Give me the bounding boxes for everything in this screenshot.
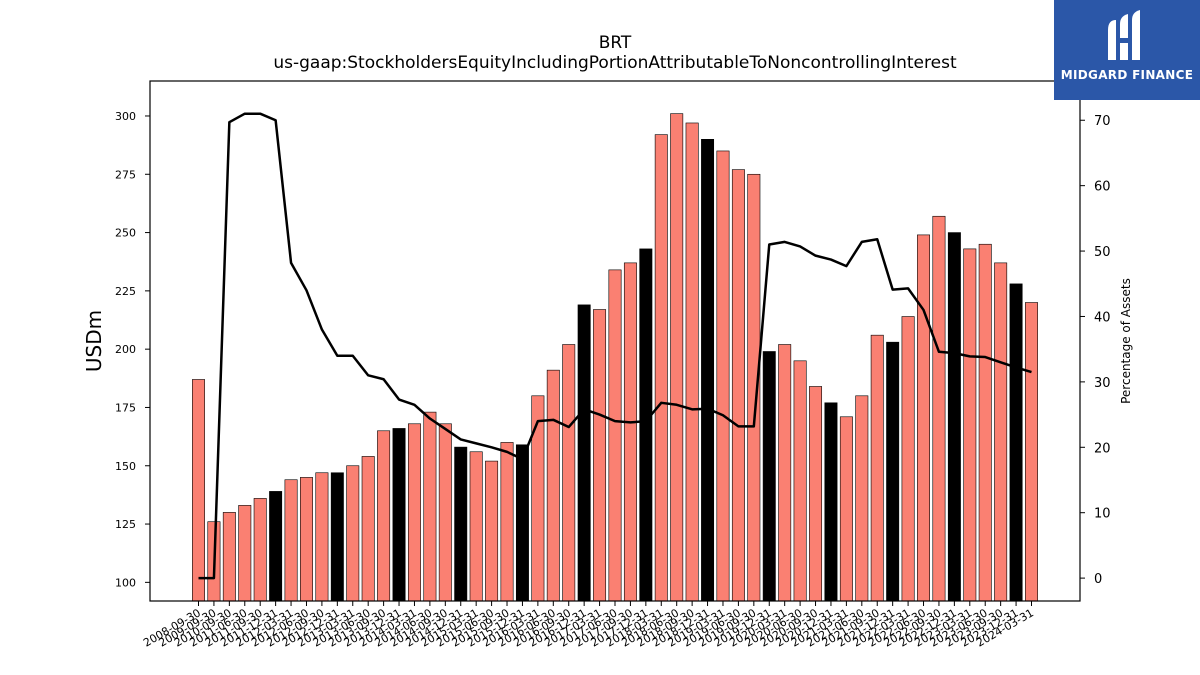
y-tick-label-right: 20 xyxy=(1094,441,1111,456)
bar xyxy=(963,248,977,602)
bar xyxy=(917,234,930,602)
bar xyxy=(577,304,591,602)
bar xyxy=(623,262,637,602)
bar xyxy=(608,269,622,602)
y-tick-label-right: 0 xyxy=(1094,572,1102,587)
bar xyxy=(300,477,313,602)
y-tick-label-left: 100 xyxy=(115,576,136,589)
bar xyxy=(454,446,468,602)
y-tick-label-right: 10 xyxy=(1094,507,1111,522)
logo-text: MIDGARD FINANCE xyxy=(1060,68,1194,82)
bar xyxy=(870,334,884,602)
bar xyxy=(762,351,776,602)
y-axis-label-left: USDm xyxy=(82,310,106,372)
bar xyxy=(392,428,406,602)
y-axis-label-right: Percentage of Assets xyxy=(1119,278,1133,404)
bar xyxy=(809,386,823,602)
y-tick-label-right: 60 xyxy=(1094,180,1111,195)
bar xyxy=(901,316,915,602)
line-layer xyxy=(198,112,1032,580)
y-tick-label-left: 275 xyxy=(115,168,136,181)
y-tick-label-left: 225 xyxy=(115,285,136,298)
y-tick-label-left: 175 xyxy=(115,401,136,414)
bar xyxy=(192,379,205,602)
y-axis-right: 0 10 20 30 40 50 60 70 xyxy=(1080,114,1111,587)
bar xyxy=(839,416,853,602)
bar xyxy=(253,498,267,602)
bar xyxy=(994,262,1008,602)
bar xyxy=(222,512,236,602)
bar xyxy=(515,444,529,602)
y-axis-left: 100 125 150 175 200 225 250 275 300 xyxy=(115,110,150,589)
bar xyxy=(269,491,283,602)
y-tick-label-left: 250 xyxy=(115,227,136,240)
brand-logo: MIDGARD FINANCE xyxy=(1054,0,1200,100)
bar xyxy=(500,442,514,602)
bar xyxy=(978,243,992,602)
y-tick-label-right: 40 xyxy=(1094,310,1111,325)
bar xyxy=(361,456,375,602)
bar xyxy=(1009,283,1023,602)
bar xyxy=(654,134,668,602)
bar xyxy=(1025,302,1038,602)
bar xyxy=(407,423,421,602)
bar xyxy=(346,465,360,602)
bar xyxy=(685,122,699,602)
bar xyxy=(639,248,653,602)
bar xyxy=(438,423,452,602)
bar xyxy=(315,472,329,602)
series-line xyxy=(198,112,1032,580)
bar xyxy=(932,215,946,602)
chart-title: BRT xyxy=(599,33,632,53)
bar xyxy=(670,113,684,602)
bar xyxy=(330,472,344,602)
bar xyxy=(377,430,391,602)
bar xyxy=(485,460,499,602)
bar xyxy=(423,411,437,602)
logo-mark-icon xyxy=(1108,10,1140,60)
bar xyxy=(793,360,807,602)
y-tick-label-left: 300 xyxy=(115,110,136,123)
bar xyxy=(531,395,545,602)
bar xyxy=(593,309,607,602)
bar xyxy=(824,402,838,602)
bar xyxy=(701,139,715,602)
chart-subtitle: us-gaap:StockholdersEquityIncludingPorti… xyxy=(273,53,957,73)
bar xyxy=(284,479,298,602)
bar xyxy=(238,505,252,602)
bar xyxy=(469,451,483,602)
bar xyxy=(731,169,745,602)
bar xyxy=(778,344,792,602)
bar xyxy=(562,344,576,602)
y-tick-label-left: 125 xyxy=(115,518,136,531)
bar xyxy=(886,341,900,602)
bar xyxy=(546,369,560,602)
y-tick-label-right: 30 xyxy=(1094,376,1111,391)
y-tick-label-right: 50 xyxy=(1094,245,1111,260)
bar xyxy=(716,150,730,602)
y-tick-label-right: 70 xyxy=(1094,114,1111,129)
x-axis: 2008-09-302009-09-302010-09-302011-06-30… xyxy=(141,601,1036,650)
bar xyxy=(855,395,869,602)
y-tick-label-left: 200 xyxy=(115,343,136,356)
bar xyxy=(947,232,961,602)
y-tick-label-left: 150 xyxy=(115,460,136,473)
